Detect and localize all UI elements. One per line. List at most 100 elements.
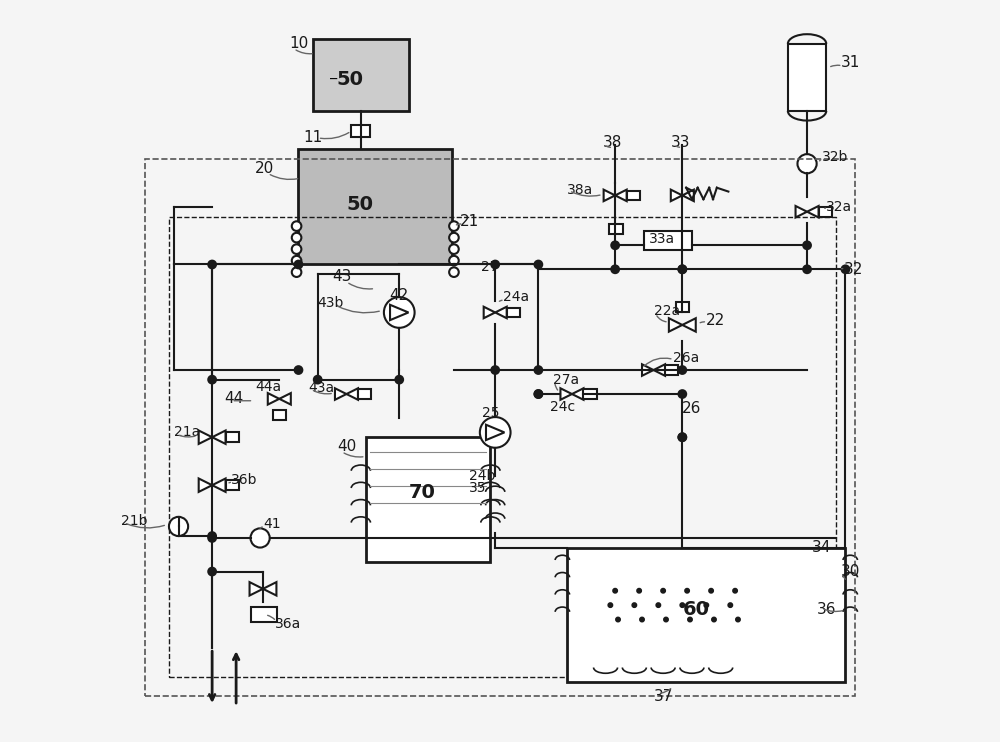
- Circle shape: [613, 589, 617, 593]
- Circle shape: [314, 375, 322, 384]
- Circle shape: [656, 603, 660, 607]
- Circle shape: [803, 266, 811, 273]
- Bar: [819, 207, 832, 217]
- Bar: [226, 433, 239, 442]
- Polygon shape: [212, 430, 226, 444]
- Circle shape: [208, 260, 216, 269]
- Polygon shape: [212, 479, 226, 492]
- Circle shape: [842, 266, 849, 273]
- Text: 43b: 43b: [318, 296, 344, 310]
- Text: 25: 25: [482, 406, 499, 420]
- Bar: [366, 437, 490, 562]
- Circle shape: [733, 589, 737, 593]
- Polygon shape: [495, 306, 507, 318]
- Text: 22: 22: [706, 312, 726, 328]
- Text: 27: 27: [481, 260, 498, 275]
- Polygon shape: [642, 364, 654, 375]
- Polygon shape: [615, 190, 627, 201]
- Polygon shape: [669, 318, 682, 332]
- Text: 24a: 24a: [503, 290, 529, 304]
- Circle shape: [661, 589, 665, 593]
- Text: 24c: 24c: [550, 399, 575, 413]
- Polygon shape: [671, 190, 682, 201]
- Text: 50: 50: [346, 195, 373, 214]
- Text: 40: 40: [337, 439, 356, 454]
- Polygon shape: [486, 424, 504, 440]
- Circle shape: [678, 266, 686, 273]
- Circle shape: [449, 256, 459, 266]
- Circle shape: [480, 417, 511, 447]
- Text: 60: 60: [682, 600, 709, 620]
- Bar: [298, 149, 452, 264]
- Circle shape: [208, 375, 216, 384]
- Text: 10: 10: [289, 36, 308, 51]
- Bar: [169, 217, 836, 677]
- Circle shape: [535, 367, 542, 374]
- Circle shape: [678, 433, 686, 441]
- Circle shape: [678, 390, 686, 398]
- Text: 22a: 22a: [654, 303, 680, 318]
- Polygon shape: [796, 206, 807, 217]
- Bar: [313, 39, 409, 111]
- Circle shape: [664, 617, 668, 622]
- Circle shape: [736, 617, 740, 622]
- Polygon shape: [279, 393, 291, 404]
- Circle shape: [637, 589, 641, 593]
- Polygon shape: [346, 388, 358, 400]
- Polygon shape: [199, 479, 212, 492]
- Circle shape: [449, 233, 459, 243]
- Text: 26a: 26a: [673, 350, 699, 364]
- Polygon shape: [268, 393, 279, 404]
- Text: 11: 11: [303, 131, 323, 145]
- Circle shape: [292, 244, 301, 254]
- Text: 31: 31: [841, 56, 860, 70]
- Text: 42: 42: [390, 288, 409, 303]
- Circle shape: [395, 375, 403, 384]
- Text: 37: 37: [654, 689, 673, 704]
- Circle shape: [491, 367, 499, 374]
- Circle shape: [491, 260, 499, 269]
- Polygon shape: [250, 582, 263, 596]
- Circle shape: [295, 367, 302, 374]
- Circle shape: [712, 617, 716, 622]
- Polygon shape: [335, 388, 346, 400]
- Text: 43a: 43a: [308, 381, 334, 395]
- Polygon shape: [682, 190, 694, 201]
- Bar: [351, 125, 370, 137]
- Polygon shape: [682, 318, 696, 332]
- Circle shape: [208, 568, 216, 575]
- Circle shape: [616, 617, 620, 622]
- Text: 26: 26: [682, 401, 702, 416]
- Text: 24b: 24b: [469, 469, 496, 482]
- Circle shape: [611, 241, 619, 249]
- Bar: [226, 480, 239, 490]
- Circle shape: [803, 241, 811, 249]
- Polygon shape: [654, 364, 665, 375]
- Text: 44: 44: [225, 391, 244, 407]
- Text: 36a: 36a: [275, 617, 301, 631]
- Text: 70: 70: [409, 483, 436, 502]
- Circle shape: [688, 617, 692, 622]
- Text: 20: 20: [255, 161, 275, 176]
- Polygon shape: [199, 430, 212, 444]
- Text: 34: 34: [812, 540, 831, 555]
- Text: 32: 32: [844, 262, 863, 277]
- Bar: [788, 44, 826, 111]
- Circle shape: [632, 603, 636, 607]
- Circle shape: [535, 390, 542, 398]
- Circle shape: [208, 532, 216, 540]
- Bar: [567, 548, 845, 682]
- Text: 43: 43: [332, 269, 351, 283]
- Circle shape: [709, 589, 713, 593]
- Text: 35: 35: [469, 481, 487, 495]
- Polygon shape: [560, 388, 572, 400]
- Text: 30: 30: [841, 564, 860, 579]
- Circle shape: [292, 233, 301, 243]
- Circle shape: [449, 244, 459, 254]
- Bar: [665, 365, 678, 375]
- Bar: [358, 390, 371, 399]
- Polygon shape: [484, 306, 495, 318]
- Text: 41: 41: [263, 516, 281, 531]
- Text: 50: 50: [337, 70, 364, 89]
- Circle shape: [685, 589, 689, 593]
